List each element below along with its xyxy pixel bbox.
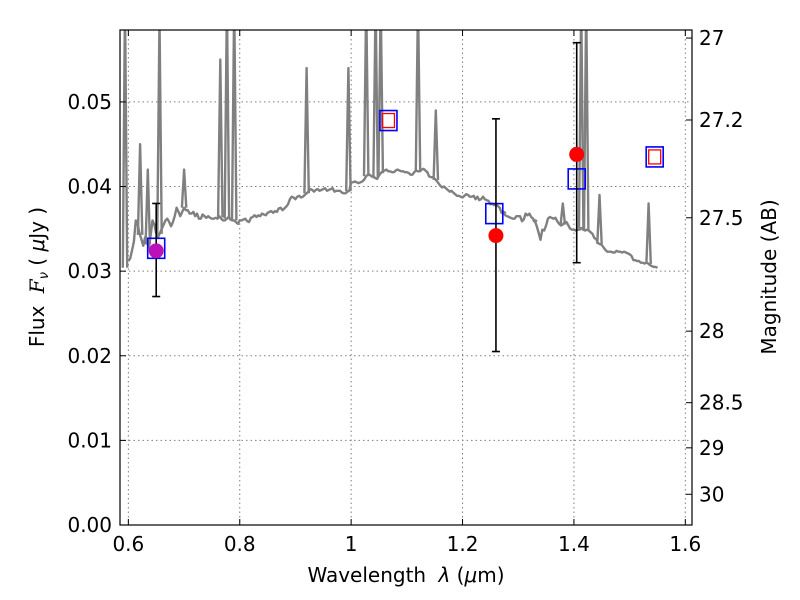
emission-line bbox=[577, 30, 585, 229]
emission-line bbox=[432, 109, 440, 180]
y2-tick-label: 27.5 bbox=[699, 206, 744, 230]
emission-line bbox=[377, 30, 385, 174]
emission-line bbox=[136, 143, 144, 235]
emission-line bbox=[559, 202, 567, 225]
grid-lines bbox=[120, 30, 692, 526]
observed-flux-point bbox=[148, 243, 164, 259]
y2-axis-label: Magnitude (AB) bbox=[757, 199, 781, 354]
emission-line bbox=[372, 30, 379, 179]
emission-line bbox=[121, 30, 129, 268]
x-tick-label: 0.6 bbox=[112, 532, 144, 556]
emission-line bbox=[645, 202, 652, 264]
emission-line bbox=[596, 193, 603, 244]
axis-ticks: 0.6 0.8 1 1.2 1.4 1.6 0.00 0.01 0.02 0.03 0.04 0.05… bbox=[67, 26, 743, 556]
y-tick-label: 0.03 bbox=[67, 259, 112, 283]
plot-frame bbox=[119, 29, 693, 526]
y2-tick-label: 28 bbox=[699, 319, 724, 343]
y-tick-label: 0.01 bbox=[67, 428, 112, 452]
emission-line bbox=[345, 66, 352, 192]
y2-tick-label: 29 bbox=[699, 436, 724, 460]
y2-tick-label: 30 bbox=[699, 482, 724, 506]
emission-line bbox=[223, 30, 231, 219]
model-spectrum-line bbox=[127, 167, 659, 269]
emission-line bbox=[303, 66, 310, 194]
emission-line bbox=[532, 219, 538, 223]
emission-line bbox=[216, 58, 224, 218]
x-tick-label: 1 bbox=[345, 532, 358, 556]
emission-line bbox=[144, 168, 152, 245]
x-tick-label: 1.4 bbox=[558, 532, 590, 556]
y2-tick-label: 28.5 bbox=[699, 391, 744, 415]
emission-line bbox=[156, 30, 163, 234]
plot-area bbox=[121, 30, 664, 353]
x-tick-label: 0.8 bbox=[224, 532, 256, 556]
y-tick-label: 0.04 bbox=[67, 175, 112, 199]
emission-line bbox=[582, 30, 590, 231]
y2-tick-label: 27 bbox=[699, 26, 724, 50]
x-tick-label: 1.2 bbox=[447, 532, 479, 556]
x-tick-label: 1.6 bbox=[669, 532, 701, 556]
emission-line bbox=[180, 168, 188, 208]
observed-flux-point bbox=[569, 146, 585, 162]
model-flux-box bbox=[645, 146, 664, 168]
y-tick-label: 0.05 bbox=[67, 90, 112, 114]
model-flux-box bbox=[379, 109, 398, 132]
emission-line bbox=[414, 30, 422, 172]
emission-line bbox=[362, 30, 370, 177]
y-tick-label: 0.00 bbox=[67, 513, 112, 537]
model-flux-inner-box bbox=[381, 112, 396, 129]
observed-flux-point bbox=[488, 228, 504, 244]
model-flux-box bbox=[484, 202, 504, 225]
y-tick-label: 0.02 bbox=[67, 344, 112, 368]
x-axis-label: Wavelength λ (μm) bbox=[307, 563, 504, 587]
y-axis-label: Flux Fν ( μJy ) bbox=[25, 207, 52, 347]
model-flux-inner-box bbox=[648, 149, 662, 165]
y2-tick-label: 27.2 bbox=[699, 108, 744, 132]
emission-line bbox=[230, 30, 238, 221]
